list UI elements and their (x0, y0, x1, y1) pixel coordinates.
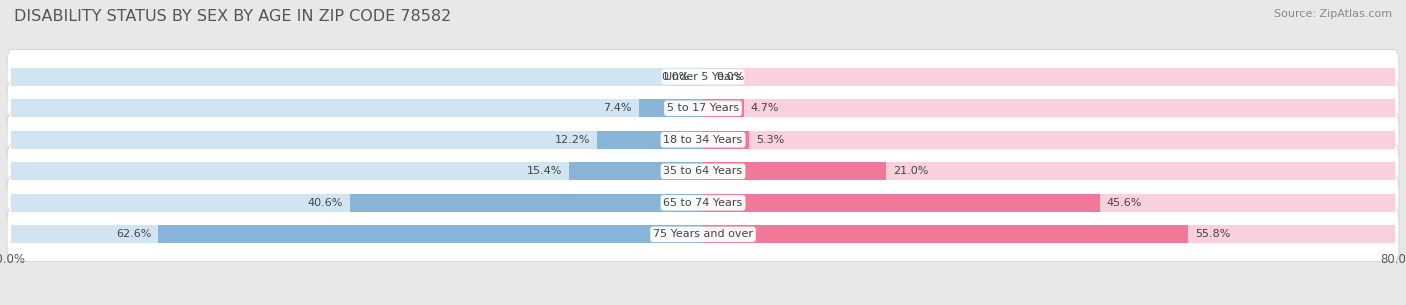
Bar (703, 225, 1188, 243)
Bar (638, 99, 703, 117)
Bar (703, 194, 1099, 212)
Text: DISABILITY STATUS BY SEX BY AGE IN ZIP CODE 78582: DISABILITY STATUS BY SEX BY AGE IN ZIP C… (14, 9, 451, 24)
Text: 18 to 34 Years: 18 to 34 Years (664, 135, 742, 145)
Bar (350, 194, 703, 212)
Bar (598, 131, 703, 149)
Text: 15.4%: 15.4% (527, 166, 562, 176)
Text: 5 to 17 Years: 5 to 17 Years (666, 103, 740, 113)
Bar (703, 162, 886, 181)
Bar (569, 162, 703, 181)
Text: Source: ZipAtlas.com: Source: ZipAtlas.com (1274, 9, 1392, 19)
Text: 55.8%: 55.8% (1195, 229, 1230, 239)
Bar (703, 131, 749, 149)
Bar (11, 99, 703, 117)
Text: 40.6%: 40.6% (308, 198, 343, 208)
Bar (11, 162, 703, 181)
Text: 12.2%: 12.2% (554, 135, 591, 145)
Text: 62.6%: 62.6% (117, 229, 152, 239)
Bar (11, 68, 703, 86)
Bar (703, 99, 1395, 117)
Bar (703, 68, 1395, 86)
Text: Under 5 Years: Under 5 Years (665, 72, 741, 82)
Text: 75 Years and over: 75 Years and over (652, 229, 754, 239)
Text: 65 to 74 Years: 65 to 74 Years (664, 198, 742, 208)
Text: 0.0%: 0.0% (716, 72, 744, 82)
Bar (703, 194, 1395, 212)
Bar (11, 225, 703, 243)
Bar (703, 131, 1395, 149)
Bar (11, 131, 703, 149)
Bar (159, 225, 703, 243)
FancyBboxPatch shape (7, 144, 1399, 199)
FancyBboxPatch shape (7, 81, 1399, 135)
Text: 7.4%: 7.4% (603, 103, 631, 113)
Text: 21.0%: 21.0% (893, 166, 928, 176)
Text: 5.3%: 5.3% (756, 135, 785, 145)
Legend: Male, Female: Male, Female (633, 300, 773, 305)
FancyBboxPatch shape (7, 207, 1399, 261)
Bar (703, 225, 1395, 243)
Bar (11, 194, 703, 212)
Text: 35 to 64 Years: 35 to 64 Years (664, 166, 742, 176)
Bar (703, 162, 1395, 181)
Text: 45.6%: 45.6% (1107, 198, 1142, 208)
Text: 0.0%: 0.0% (662, 72, 690, 82)
FancyBboxPatch shape (7, 113, 1399, 167)
Text: 4.7%: 4.7% (751, 103, 779, 113)
FancyBboxPatch shape (7, 50, 1399, 104)
FancyBboxPatch shape (7, 176, 1399, 230)
Bar (703, 99, 744, 117)
